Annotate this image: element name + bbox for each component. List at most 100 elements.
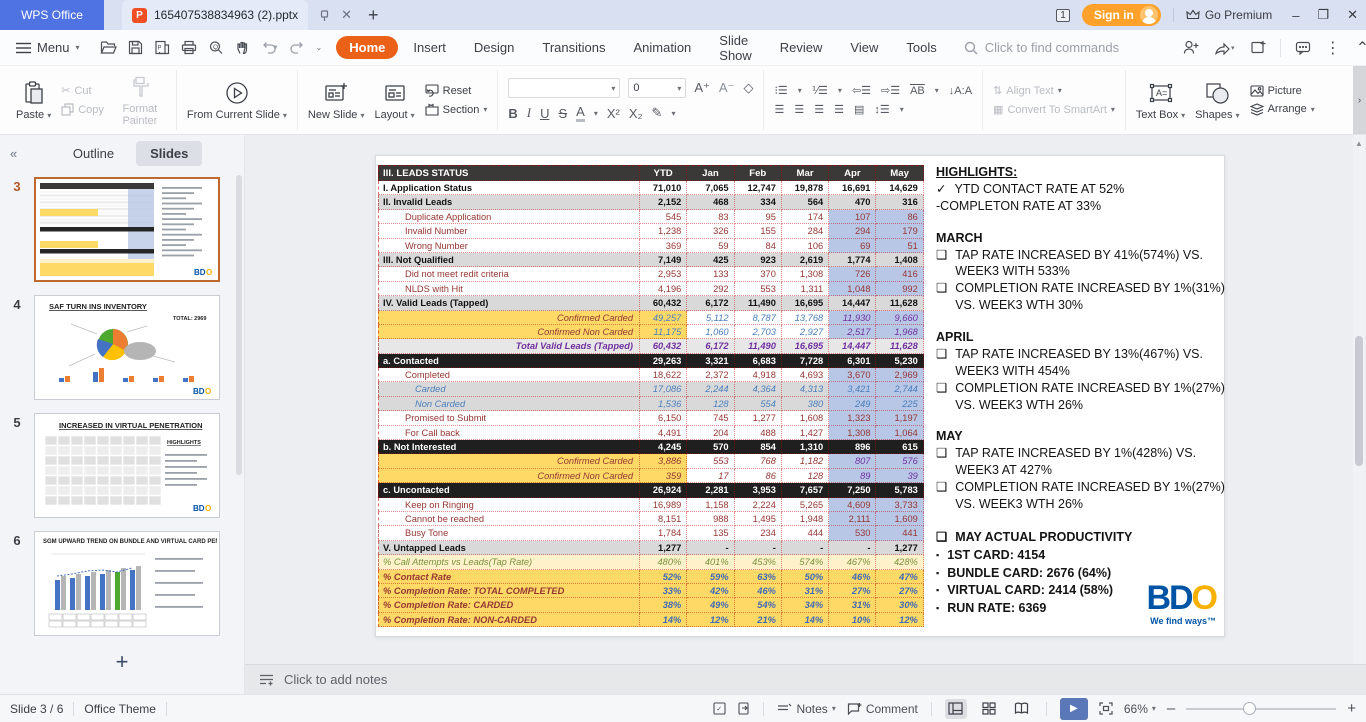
font-name-select[interactable]: ▾: [508, 78, 621, 98]
close-window-button[interactable]: ✕: [1347, 7, 1358, 22]
restore-button[interactable]: ❐: [1317, 7, 1330, 22]
decrease-font-icon[interactable]: A⁻: [718, 80, 735, 95]
bold-icon[interactable]: B: [508, 105, 518, 121]
wps-office-button[interactable]: WPS Office: [0, 0, 104, 30]
highlights-textbox[interactable]: HIGHLIGHTS: ✓ YTD CONTACT RATE AT 52% -COMP…: [936, 164, 1232, 617]
canvas-scrollbar[interactable]: ▲: [1353, 135, 1365, 664]
italic-icon[interactable]: I: [526, 105, 532, 120]
table-row[interactable]: Carded 17,086 2,244 4,364 4,313 3,421 2,744: [378, 382, 924, 397]
comment-bubble-icon[interactable]: [1295, 41, 1311, 55]
table-row[interactable]: V. Untapped Leads 1,277- - - -1,277: [378, 540, 924, 556]
tab-view[interactable]: View: [850, 40, 879, 55]
redo-icon[interactable]: [289, 41, 305, 55]
slide-sorter-view-button[interactable]: [978, 699, 1000, 719]
table-row[interactable]: III. Not Qualified 7,149 425 923 2,619 1,774 1…: [378, 252, 924, 268]
tab-transitions[interactable]: Transitions: [542, 40, 606, 55]
table-row[interactable]: % Call Attempts vs Leads(Tap Rate) 480% 40…: [378, 555, 924, 570]
clear-format-icon[interactable]: ◇: [743, 80, 754, 95]
pin-tab-icon[interactable]: [318, 9, 331, 22]
zoom-out-button[interactable]: –: [1166, 700, 1176, 717]
add-slide-button[interactable]: +: [115, 649, 129, 674]
line-spacing-icon[interactable]: ↕☰: [874, 104, 890, 116]
notes-bar[interactable]: Click to add notes: [245, 664, 1366, 694]
table-row[interactable]: % Completion Rate: TOTAL COMPLETED 33% 42%…: [378, 583, 924, 599]
format-painter-button[interactable]: Format Painter: [114, 74, 166, 127]
window-count-badge[interactable]: 1: [1056, 8, 1070, 22]
table-row[interactable]: Non Carded 1,536 128 554 380 249 225: [378, 396, 924, 412]
table-row[interactable]: Confirmed Carded 3,886 553 768 1,182 807 576: [378, 454, 924, 469]
ribbon-overflow-button[interactable]: ›: [1353, 66, 1366, 134]
save-icon[interactable]: [128, 40, 143, 55]
table-row[interactable]: Total Valid Leads (Tapped) 60,432 6,172 11,…: [378, 339, 924, 354]
slide-thumbnail-5[interactable]: INCREASED IN VIRTUAL PENETRATION HIGHLIG…: [34, 413, 220, 518]
quickbar-more-icon[interactable]: ⌄: [315, 43, 323, 52]
tab-slides[interactable]: Slides: [136, 140, 203, 166]
fit-slide-icon[interactable]: [1099, 702, 1113, 715]
table-row[interactable]: % Completion Rate: NON-CARDED 14% 12% 21% 14…: [378, 612, 924, 628]
scroll-up-icon[interactable]: ▲: [1355, 139, 1363, 148]
section-button[interactable]: Section ▾: [425, 103, 487, 116]
underline-icon[interactable]: U: [540, 105, 550, 121]
table-row[interactable]: % Completion Rate: CARDED 38% 49% 54% 34% 31%…: [378, 598, 924, 613]
superscript-icon[interactable]: X²: [606, 105, 620, 121]
minimize-button[interactable]: –: [1292, 7, 1300, 23]
tab-tools[interactable]: Tools: [906, 40, 937, 55]
table-row[interactable]: Wrong Number 369 59 84 106 69 51: [378, 238, 924, 253]
tab-animation[interactable]: Animation: [633, 40, 692, 55]
command-search[interactable]: Click to find commands: [964, 40, 1179, 55]
layout-button[interactable]: Layout ▾: [375, 80, 415, 121]
go-premium-button[interactable]: Go Premium: [1172, 8, 1272, 22]
more-options-icon[interactable]: ⋮: [1324, 39, 1342, 57]
font-size-select[interactable]: 0 ▾: [628, 78, 687, 98]
slide-thumbnail-3[interactable]: BD O: [34, 177, 220, 282]
slide-canvas[interactable]: III. LEADS STATUS YTD Jan Feb Mar Apr May I. Ap…: [245, 135, 1366, 664]
tab-home[interactable]: Home: [336, 36, 399, 59]
export-pdf-icon[interactable]: P: [154, 40, 170, 55]
theme-name[interactable]: Office Theme: [84, 701, 156, 716]
spellcheck-icon[interactable]: ✓: [713, 702, 727, 715]
collapse-panel-icon[interactable]: «: [10, 145, 18, 161]
table-row[interactable]: NLDS with Hit 4,196 292 553 1,311 1,048 992: [378, 281, 924, 297]
shapes-button[interactable]: Shapes ▾: [1195, 80, 1240, 121]
table-row[interactable]: Duplicate Application 545 83 95 174 107 86: [378, 209, 924, 225]
table-row[interactable]: Completed 18,622 2,372 4,918 4,693 3,670 2,969: [378, 368, 924, 383]
table-row[interactable]: For Call back 4,491 204 488 1,427 1,308 1,064: [378, 425, 924, 441]
normal-view-button[interactable]: [944, 698, 967, 719]
share-export-icon[interactable]: ▾: [1214, 40, 1236, 55]
sidebar-scrollbar[interactable]: [236, 175, 242, 475]
decrease-indent-icon[interactable]: ⇦☰: [851, 85, 872, 97]
print-preview-icon[interactable]: Q: [208, 40, 224, 55]
table-row[interactable]: II. Invalid Leads 2,152 468 334 564 470 316: [378, 195, 924, 210]
text-direction-icon[interactable]: AB: [910, 84, 925, 97]
current-slide[interactable]: III. LEADS STATUS YTD Jan Feb Mar Apr May I. Ap…: [375, 155, 1225, 637]
justify-icon[interactable]: ☰: [834, 104, 844, 116]
font-color-icon[interactable]: A: [576, 104, 585, 122]
share-user-icon[interactable]: [1183, 40, 1200, 55]
table-row[interactable]: c. Uncontacted 26,924 2,281 3,953 7,657 7,250…: [378, 483, 924, 498]
zoom-in-button[interactable]: +: [1347, 700, 1356, 717]
comment-button[interactable]: Comment: [847, 702, 918, 716]
close-tab-icon[interactable]: ✕: [341, 7, 353, 22]
undo-icon[interactable]: ▾: [261, 41, 279, 55]
highlight-icon[interactable]: ✎: [651, 105, 663, 120]
tab-outline[interactable]: Outline: [72, 145, 115, 161]
sort-text-icon[interactable]: ↓A:A: [948, 84, 973, 97]
mobile-sync-icon[interactable]: [737, 702, 750, 715]
slideshow-play-button[interactable]: ▶: [1059, 697, 1088, 720]
table-row[interactable]: a. Contacted 29,263 3,321 6,683 7,728 6,301 5,…: [378, 353, 924, 369]
notes-toggle[interactable]: Notes ▾: [777, 702, 836, 716]
table-row[interactable]: Confirmed Non Carded 11,175 1,060 2,703 2,92…: [378, 324, 924, 340]
reset-button[interactable]: Reset: [425, 84, 488, 97]
align-left-icon[interactable]: ☰: [774, 104, 785, 116]
align-center-icon[interactable]: ☰: [794, 104, 805, 116]
cut-button[interactable]: ✂ Cut: [61, 84, 92, 98]
table-row[interactable]: Invalid Number 1,238 326 155 284 294 179: [378, 224, 924, 239]
sign-in-button[interactable]: Sign in: [1081, 4, 1161, 26]
menu-button[interactable]: Menu ▾: [10, 40, 86, 55]
table-row[interactable]: b. Not Interested 4,245 570 854 1,310 896 615: [378, 440, 924, 455]
convert-smartart-button[interactable]: ▦ Convert To SmartArt ▾: [993, 103, 1115, 117]
numbered-list-icon[interactable]: ⅟☰: [811, 85, 828, 97]
table-row[interactable]: Did not meet redit criteria 2,953 133 370 1,…: [378, 267, 924, 282]
table-row[interactable]: Busy Tone 1,784 135 234 444 530 441: [378, 526, 924, 541]
zoom-slider-knob[interactable]: [1243, 701, 1257, 715]
